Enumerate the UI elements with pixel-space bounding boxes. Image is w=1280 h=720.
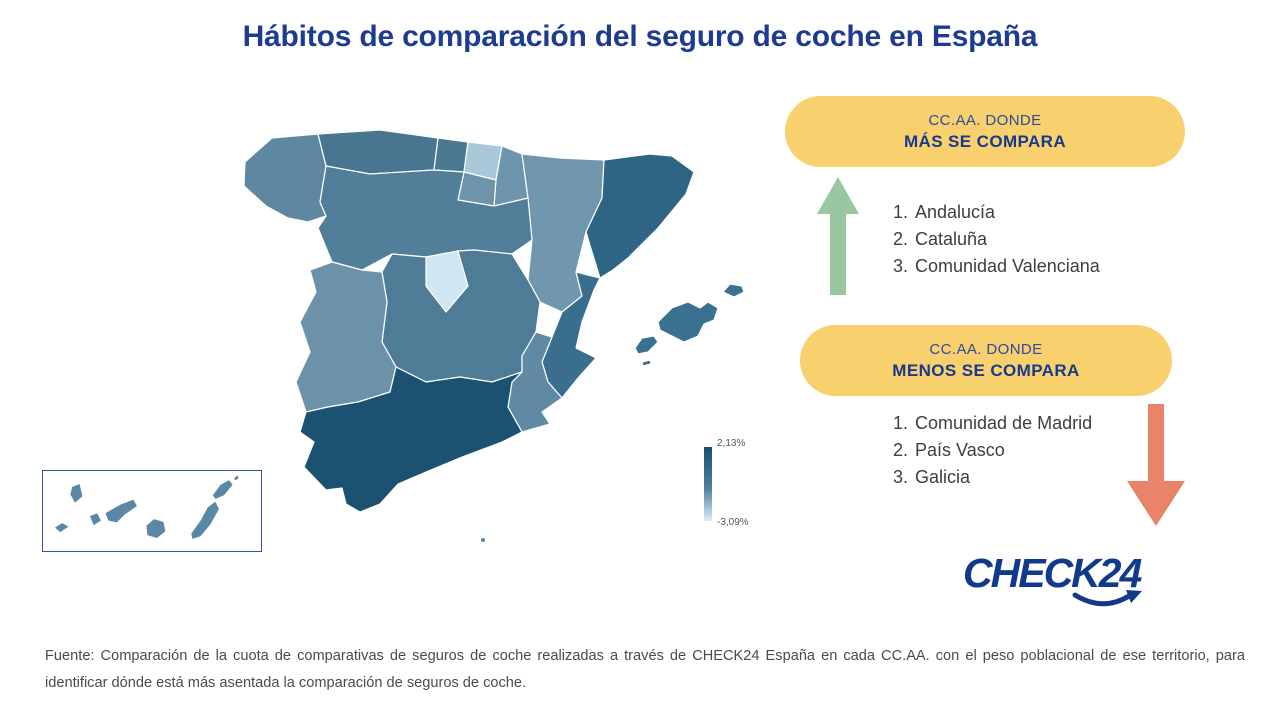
rank-number: 2. bbox=[892, 229, 908, 249]
island-fuerteventura bbox=[190, 500, 220, 540]
color-scale-legend: 2,13% -3,09% bbox=[704, 438, 749, 528]
source-note: Fuente: Comparación de la cuota de compa… bbox=[45, 648, 1245, 691]
region-label: Andalucía bbox=[915, 202, 996, 222]
island-gran-canaria bbox=[145, 518, 166, 539]
map-region-cantabria bbox=[433, 137, 469, 173]
list-item: 2. País Vasco bbox=[886, 437, 1092, 464]
least-compared-pill-line2: MENOS SE COMPARA bbox=[892, 360, 1080, 380]
page-title: Hábitos de comparación del seguro de coc… bbox=[242, 20, 1038, 53]
list-item: 3. Galicia bbox=[886, 464, 1092, 491]
up-arrow-icon bbox=[817, 177, 859, 295]
most-compared-list: 1. Andalucía 2. Cataluña 3. Comunidad Valen… bbox=[886, 199, 1100, 280]
canary-islands-inset bbox=[42, 470, 262, 552]
island-el-hierro bbox=[54, 522, 70, 533]
legend-min-label: -3,09% bbox=[717, 517, 749, 528]
spain-choropleth-map bbox=[243, 129, 745, 542]
island-la-gomera bbox=[89, 512, 102, 526]
list-item: 2. Cataluña bbox=[886, 226, 1100, 253]
island-lanzarote bbox=[212, 479, 234, 500]
map-region-ibiza bbox=[634, 335, 659, 355]
rank-number: 1. bbox=[892, 202, 908, 222]
map-region-galicia bbox=[243, 133, 327, 223]
rank-number: 2. bbox=[892, 440, 908, 460]
check24-logo: CHECK24 bbox=[963, 550, 1148, 612]
region-label: Galicia bbox=[915, 467, 971, 487]
list-item: 1. Andalucía bbox=[886, 199, 1100, 226]
region-label: Cataluña bbox=[915, 229, 988, 249]
map-region-mallorca bbox=[657, 301, 719, 343]
rank-number: 1. bbox=[892, 413, 908, 433]
legend-max-label: 2,13% bbox=[717, 438, 746, 449]
check24-logo-text: CHECK24 bbox=[963, 550, 1142, 596]
map-region-extremadura bbox=[295, 261, 397, 413]
most-compared-pill-line1: CC.AA. DONDE bbox=[928, 111, 1042, 129]
map-region-andalucia bbox=[299, 366, 523, 513]
list-item: 1. Comunidad de Madrid bbox=[886, 410, 1092, 437]
region-label: Comunidad de Madrid bbox=[915, 413, 1093, 433]
rank-number: 3. bbox=[892, 467, 908, 487]
map-region-formentera bbox=[641, 359, 652, 367]
island-tenerife bbox=[104, 499, 138, 523]
canary-islands-map bbox=[54, 474, 240, 540]
least-compared-pill: CC.AA. DONDE MENOS SE COMPARA bbox=[800, 325, 1172, 396]
region-label: País Vasco bbox=[915, 440, 1005, 460]
most-compared-pill-line2: MÁS SE COMPARA bbox=[903, 131, 1067, 151]
map-region-valencia bbox=[541, 271, 601, 399]
least-compared-list: 1. Comunidad de Madrid 2. País Vasco 3. Gal… bbox=[886, 410, 1092, 491]
check24-swoosh-icon bbox=[1072, 590, 1142, 607]
island-la-palma bbox=[69, 483, 84, 504]
rank-number: 3. bbox=[892, 256, 908, 276]
island-islet bbox=[233, 474, 240, 482]
most-compared-pill: CC.AA. DONDE MÁS SE COMPARA bbox=[785, 96, 1185, 167]
map-region-menorca bbox=[722, 283, 745, 298]
down-arrow-icon bbox=[1127, 404, 1185, 526]
map-region-cataluna bbox=[585, 153, 695, 279]
map-region-ceuta bbox=[481, 538, 485, 542]
region-label: Comunidad Valenciana bbox=[915, 256, 1100, 276]
legend-gradient-bar bbox=[704, 447, 712, 521]
least-compared-pill-line1: CC.AA. DONDE bbox=[929, 340, 1043, 358]
list-item: 3. Comunidad Valenciana bbox=[886, 253, 1100, 280]
